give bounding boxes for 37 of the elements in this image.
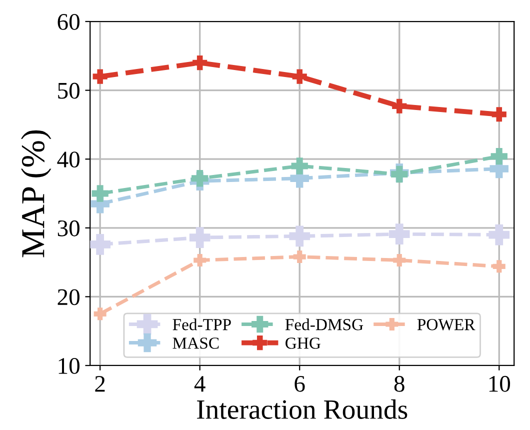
y-tick-label: 20 — [58, 289, 80, 306]
point — [291, 158, 308, 174]
point — [194, 254, 206, 266]
x-tick-label: 8 — [394, 376, 404, 392]
point — [292, 69, 307, 84]
point — [392, 98, 407, 114]
point — [192, 55, 208, 70]
legend-label: Fed-TPP — [172, 318, 231, 330]
y-axis-title: MAP (%) — [20, 130, 52, 258]
point — [289, 226, 310, 247]
y-tick-label: 10 — [58, 358, 80, 374]
point — [192, 170, 208, 187]
point — [90, 234, 110, 255]
x-tick-label: 10 — [489, 376, 510, 392]
point — [492, 107, 506, 122]
point — [488, 224, 510, 246]
point — [92, 69, 108, 84]
point — [393, 254, 406, 266]
x-tick-label: 2 — [95, 376, 105, 392]
y-tick-label: 30 — [58, 220, 80, 236]
point — [293, 250, 306, 264]
point — [490, 148, 508, 165]
x-tick-label: 6 — [294, 376, 305, 392]
point — [189, 227, 210, 248]
y-tick-label: 50 — [58, 82, 80, 99]
point — [492, 260, 506, 273]
y-tick-label: 60 — [58, 14, 80, 30]
y-tick-label: 40 — [57, 152, 80, 168]
x-tick-label: 4 — [194, 376, 206, 392]
legend-label: POWER — [417, 319, 476, 330]
legend-label: GHG — [286, 338, 320, 349]
point — [388, 224, 410, 245]
legend-label: Fed-DMSG — [285, 318, 364, 330]
x-axis-title: Interaction Rounds — [197, 399, 408, 419]
point — [92, 185, 108, 202]
legend-label: MASC — [172, 338, 219, 349]
point — [94, 308, 106, 320]
